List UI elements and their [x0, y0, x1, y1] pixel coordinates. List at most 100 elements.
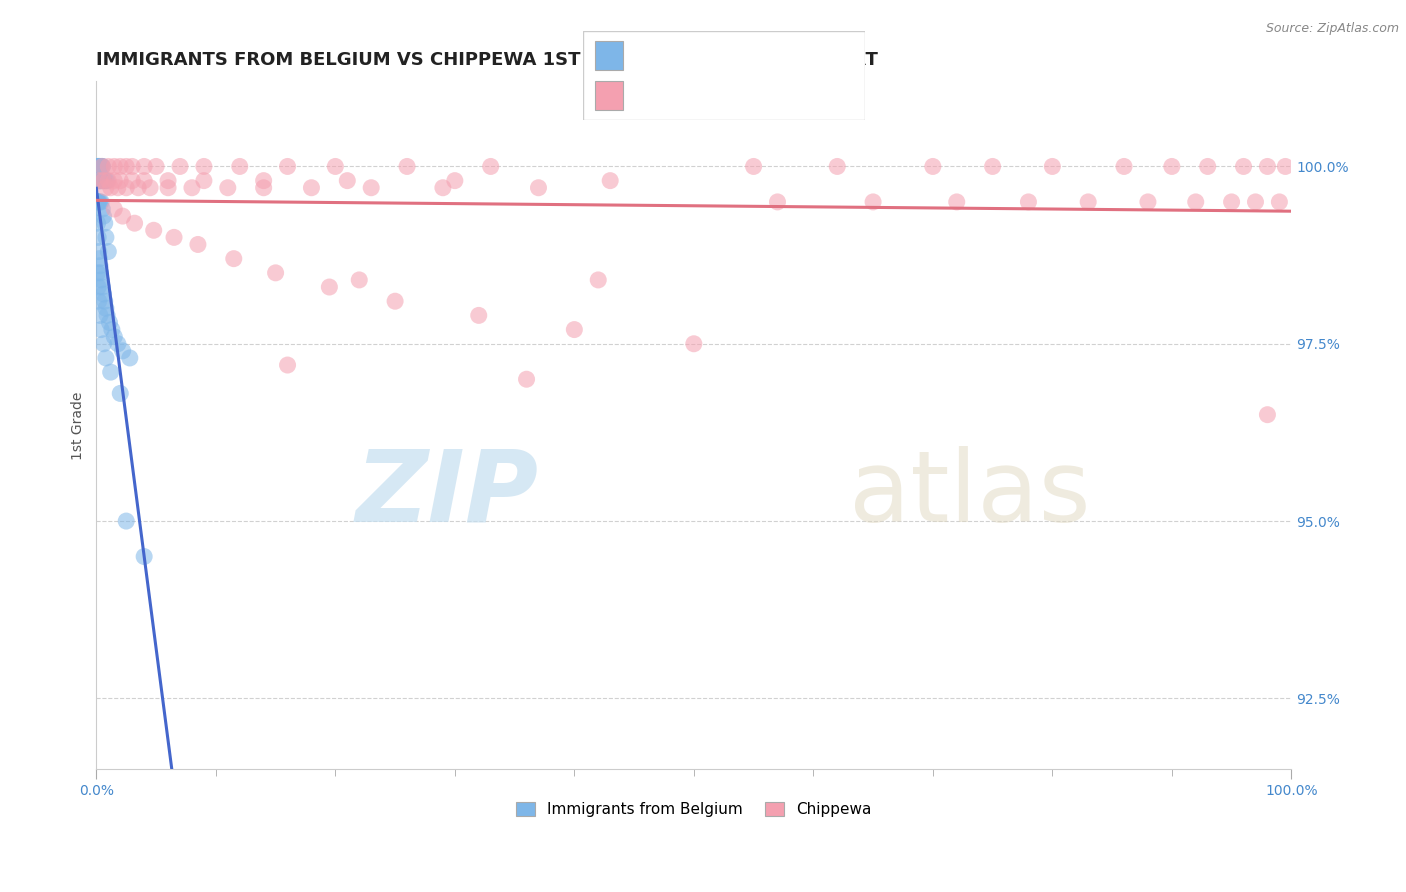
- Point: [325, 160, 347, 174]
- Point: [90, 160, 112, 174]
- Point: [115, 160, 138, 174]
- Point: [91, 280, 114, 294]
- Point: [91, 160, 114, 174]
- Point: [103, 174, 125, 188]
- Point: [93, 174, 115, 188]
- Point: [89, 309, 111, 323]
- Point: [86, 194, 108, 209]
- Point: [93, 174, 115, 188]
- Point: [98, 316, 121, 330]
- Point: [1136, 194, 1159, 209]
- Point: [349, 273, 371, 287]
- Point: [115, 514, 138, 528]
- Bar: [595, 41, 623, 70]
- Point: [264, 266, 287, 280]
- Point: [87, 160, 110, 174]
- Point: [742, 160, 765, 174]
- Text: ZIP: ZIP: [356, 446, 538, 542]
- Point: [90, 322, 112, 336]
- Point: [89, 174, 111, 188]
- Point: [97, 160, 120, 174]
- Point: [110, 174, 132, 188]
- Point: [94, 174, 117, 188]
- Point: [87, 194, 110, 209]
- Point: [157, 174, 180, 188]
- Point: [87, 280, 110, 294]
- Point: [562, 322, 585, 336]
- Point: [87, 174, 110, 188]
- Legend: Immigrants from Belgium, Chippewa: Immigrants from Belgium, Chippewa: [510, 797, 877, 823]
- Point: [277, 160, 299, 174]
- Point: [94, 180, 117, 194]
- Point: [1256, 160, 1278, 174]
- Point: [682, 336, 704, 351]
- Point: [93, 216, 115, 230]
- Point: [89, 160, 111, 174]
- Point: [110, 160, 132, 174]
- Point: [187, 237, 209, 252]
- Point: [336, 174, 359, 188]
- Point: [586, 273, 609, 287]
- Point: [139, 180, 162, 194]
- Point: [515, 372, 537, 386]
- Point: [111, 209, 134, 223]
- Point: [157, 180, 180, 194]
- Point: [479, 160, 502, 174]
- FancyBboxPatch shape: [583, 31, 865, 120]
- Point: [193, 174, 215, 188]
- Text: R = 0.176   N = 106: R = 0.176 N = 106: [634, 87, 815, 104]
- Point: [90, 174, 112, 188]
- Point: [89, 259, 111, 273]
- Point: [222, 252, 245, 266]
- Point: [87, 244, 110, 259]
- Point: [1040, 160, 1063, 174]
- Point: [93, 294, 115, 309]
- Point: [163, 230, 186, 244]
- Point: [93, 336, 115, 351]
- Point: [100, 365, 122, 379]
- Point: [86, 160, 108, 174]
- Point: [253, 174, 276, 188]
- Point: [432, 180, 454, 194]
- Point: [118, 351, 141, 365]
- Point: [318, 280, 340, 294]
- Point: [384, 294, 406, 309]
- Bar: [595, 81, 623, 110]
- Text: Source: ZipAtlas.com: Source: ZipAtlas.com: [1265, 22, 1399, 36]
- Point: [93, 287, 115, 301]
- Text: atlas: atlas: [849, 446, 1091, 542]
- Point: [87, 160, 110, 174]
- Point: [1220, 194, 1243, 209]
- Point: [101, 322, 124, 336]
- Point: [1197, 160, 1219, 174]
- Point: [87, 294, 110, 309]
- Point: [921, 160, 943, 174]
- Point: [94, 351, 117, 365]
- Y-axis label: 1st Grade: 1st Grade: [72, 391, 86, 459]
- Point: [86, 216, 108, 230]
- Point: [121, 174, 143, 188]
- Point: [124, 216, 146, 230]
- Point: [86, 174, 108, 188]
- Point: [142, 223, 165, 237]
- Point: [90, 160, 112, 174]
- Point: [115, 180, 138, 194]
- Point: [91, 160, 114, 174]
- Point: [91, 174, 114, 188]
- Point: [121, 160, 143, 174]
- Point: [93, 209, 115, 223]
- Point: [107, 336, 129, 351]
- Point: [468, 309, 491, 323]
- Point: [766, 194, 789, 209]
- Point: [90, 194, 112, 209]
- Point: [90, 266, 112, 280]
- Point: [134, 549, 156, 564]
- Point: [193, 160, 215, 174]
- Point: [1184, 194, 1206, 209]
- Point: [277, 358, 299, 372]
- Point: [89, 252, 111, 266]
- Point: [134, 174, 156, 188]
- Point: [127, 180, 149, 194]
- Point: [89, 174, 111, 188]
- Point: [90, 273, 112, 287]
